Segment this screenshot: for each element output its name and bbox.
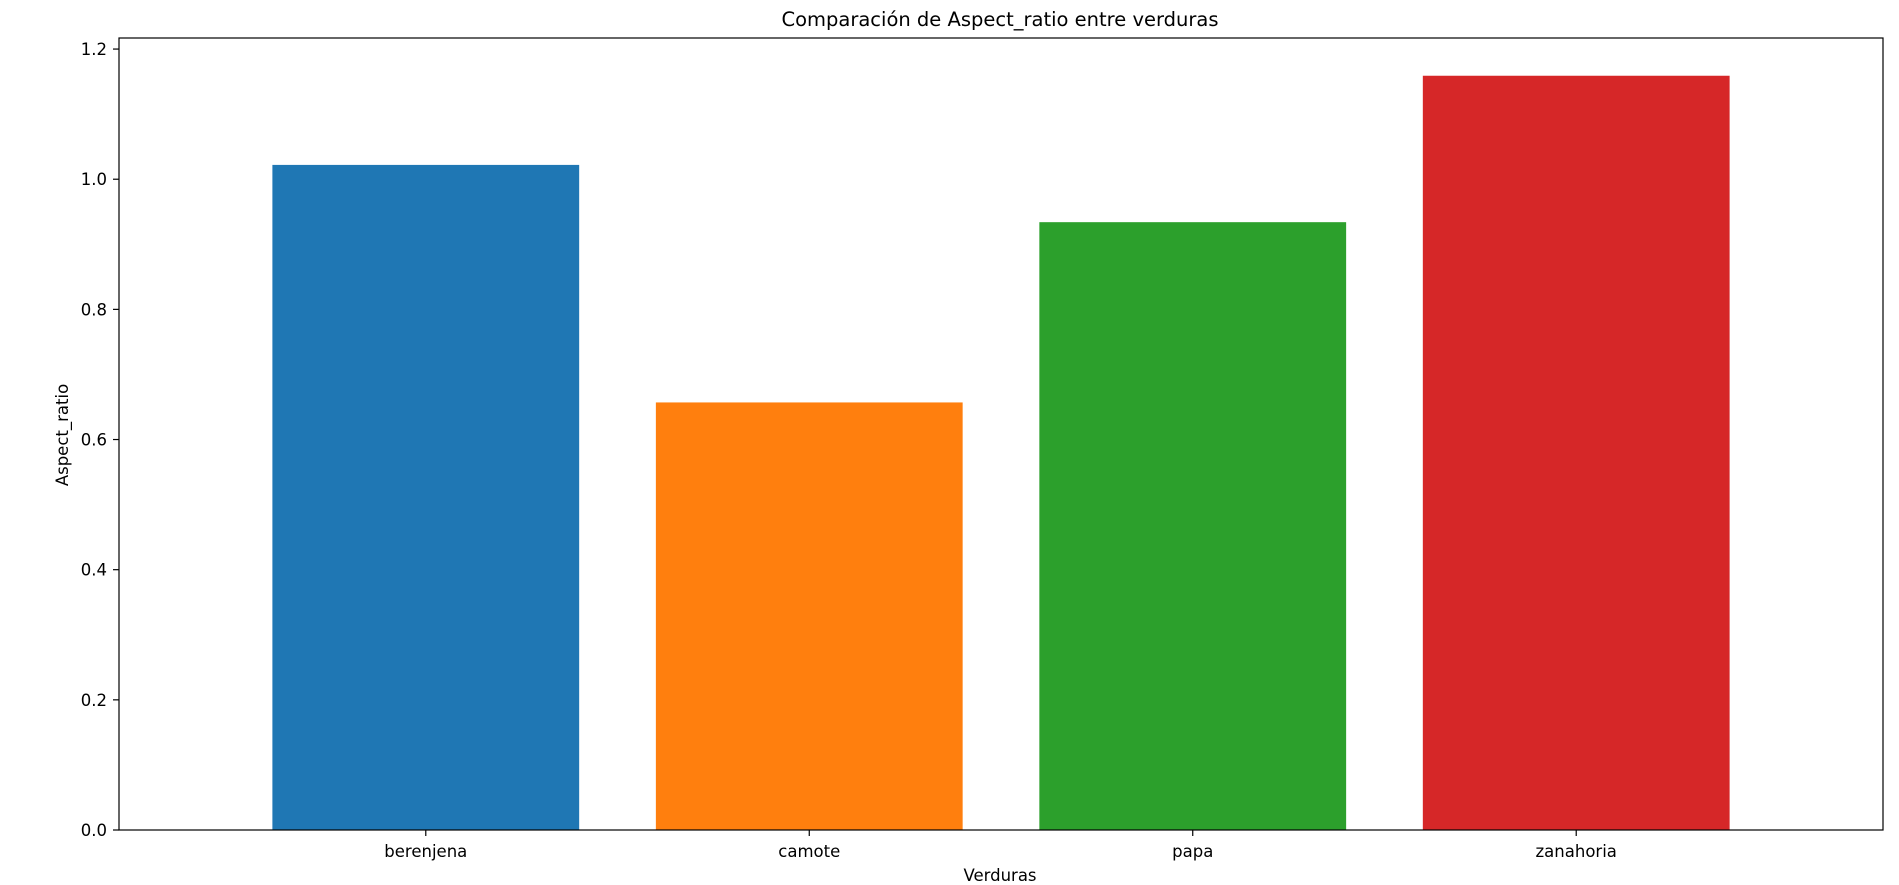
bar-berenjena bbox=[272, 164, 580, 830]
x-tick-label-berenjena: berenjena bbox=[384, 842, 467, 861]
y-tick-label-1: 0.2 bbox=[81, 691, 107, 710]
y-tick-label-3: 0.6 bbox=[81, 431, 107, 450]
bar-camote bbox=[655, 402, 963, 830]
y-axis-label: Aspect_ratio bbox=[53, 384, 73, 486]
x-tick-label-papa: papa bbox=[1172, 842, 1213, 861]
x-axis-label: Verduras bbox=[963, 866, 1036, 885]
y-tick-label-6: 1.2 bbox=[81, 40, 107, 59]
x-axis: berenjena camote papa zanahoria bbox=[384, 830, 1617, 861]
plot-area-frame bbox=[118, 37, 1884, 831]
chart-title: Comparación de Aspect_ratio entre verdur… bbox=[781, 8, 1218, 31]
bars-group bbox=[272, 75, 1730, 831]
y-tick-label-4: 0.8 bbox=[81, 300, 107, 319]
bar-zanahoria bbox=[1422, 75, 1730, 830]
y-tick-label-5: 1.0 bbox=[81, 170, 107, 189]
bar-papa bbox=[1039, 222, 1347, 831]
x-tick-label-camote: camote bbox=[778, 842, 840, 861]
x-tick-label-zanahoria: zanahoria bbox=[1536, 842, 1617, 861]
y-tick-label-0: 0.0 bbox=[81, 821, 107, 840]
y-axis: 0.0 0.2 0.4 0.6 0.8 1.0 1.2 bbox=[81, 40, 119, 840]
y-tick-label-2: 0.4 bbox=[81, 561, 107, 580]
